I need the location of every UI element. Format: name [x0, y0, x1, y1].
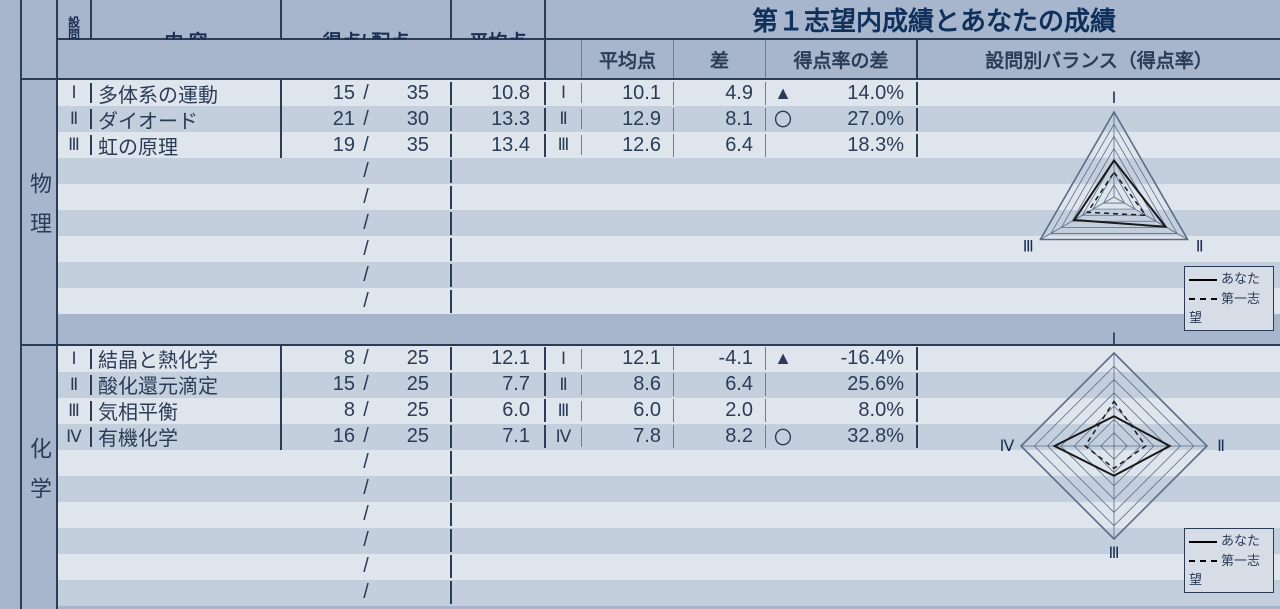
subject-label-chemistry: 化学	[22, 346, 56, 609]
cell-right-qno: Ⅲ	[546, 135, 582, 155]
cell-right-qno: Ⅱ	[546, 375, 582, 395]
cell-average: 7.7	[452, 373, 546, 396]
cell-rate-pct: 18.3%	[800, 134, 918, 157]
svg-text:Ⅲ: Ⅲ	[1108, 545, 1119, 562]
svg-text:Ⅲ: Ⅲ	[1023, 239, 1034, 256]
cell-average: 12.1	[452, 347, 546, 370]
legend-you: あなた	[1221, 271, 1260, 286]
cell-difference: -4.1	[674, 347, 766, 370]
cell-difference: 2.0	[674, 399, 766, 422]
cell-content: 酸化還元滴定	[92, 370, 282, 399]
header-rn-blank	[546, 40, 582, 78]
header-balance-chart: 設問別バランス（得点率）	[918, 40, 1280, 78]
subject-label-physics: 物理	[22, 80, 56, 346]
cell-score: /	[282, 160, 452, 183]
header-rate-difference: 得点率の差	[766, 40, 918, 78]
cell-score: /	[282, 529, 452, 552]
cell-score: /	[282, 477, 452, 500]
cell-difference: 6.4	[674, 373, 766, 396]
cell-qno: Ⅱ	[58, 375, 92, 395]
cell-score: 8/25	[282, 399, 452, 422]
cell-content: 虹の原理	[92, 131, 282, 160]
cell-content: 結晶と熱化学	[92, 344, 282, 373]
cell-average: 13.3	[452, 108, 546, 131]
cell-score: 21/30	[282, 108, 452, 131]
legend-you: あなた	[1221, 533, 1260, 548]
cell-rate-pct: 8.0%	[800, 399, 918, 422]
cell-score: 8/25	[282, 347, 452, 370]
cell-qno: Ⅰ	[58, 83, 92, 103]
header-right-average: 平均点	[582, 40, 674, 78]
cell-qno: Ⅰ	[58, 349, 92, 369]
svg-text:Ⅳ: Ⅳ	[1000, 438, 1015, 455]
cell-right-qno: Ⅳ	[546, 427, 582, 447]
data-row: /	[58, 580, 1280, 606]
cell-score: 19/35	[282, 134, 452, 157]
cell-difference: 6.4	[674, 134, 766, 157]
cell-score: 15/35	[282, 82, 452, 105]
header-row-2: 平均点 差 得点率の差 設問別バランス（得点率）	[58, 40, 1280, 80]
cell-qno: Ⅱ	[58, 109, 92, 129]
cell-mark-icon: 〇	[766, 106, 800, 132]
cell-content: 多体系の運動	[92, 79, 282, 108]
cell-mark-icon: 〇	[766, 424, 800, 450]
chart-legend: あなた第一志望	[1184, 528, 1274, 593]
cell-score: 16/25	[282, 425, 452, 448]
svg-text:Ⅱ: Ⅱ	[1196, 239, 1204, 256]
banner-title: 第１志望内成績とあなたの成績	[548, 0, 1280, 40]
cell-difference: 8.2	[674, 425, 766, 448]
cell-right-average: 7.8	[582, 425, 674, 448]
cell-average: 7.1	[452, 425, 546, 448]
cell-score: /	[282, 212, 452, 235]
cell-score: 15/25	[282, 373, 452, 396]
svg-text:Ⅰ: Ⅰ	[1112, 90, 1117, 107]
cell-score: /	[282, 238, 452, 261]
cell-rate-pct: -16.4%	[800, 347, 918, 370]
cell-rate-pct: 27.0%	[800, 108, 918, 131]
cell-mark-icon: ▲	[766, 83, 800, 104]
subject-label-column: 物理 化学	[22, 0, 58, 609]
cell-content: ダイオード	[92, 105, 282, 134]
cell-mark-icon: ▲	[766, 348, 800, 369]
cell-right-qno: Ⅱ	[546, 109, 582, 129]
cell-score: /	[282, 581, 452, 604]
cell-right-average: 12.9	[582, 108, 674, 131]
cell-right-qno: Ⅲ	[546, 401, 582, 421]
cell-qno: Ⅲ	[58, 401, 92, 421]
cell-average: 6.0	[452, 399, 546, 422]
cell-right-qno: Ⅰ	[546, 83, 582, 103]
cell-score: /	[282, 264, 452, 287]
cell-right-average: 8.6	[582, 373, 674, 396]
svg-text:Ⅱ: Ⅱ	[1217, 438, 1225, 455]
cell-score: /	[282, 503, 452, 526]
cell-right-average: 10.1	[582, 82, 674, 105]
cell-difference: 4.9	[674, 82, 766, 105]
header-difference: 差	[674, 40, 766, 78]
cell-right-average: 6.0	[582, 399, 674, 422]
cell-qno: Ⅲ	[58, 135, 92, 155]
cell-score: /	[282, 451, 452, 474]
cell-score: /	[282, 186, 452, 209]
cell-score: /	[282, 290, 452, 313]
cell-qno: Ⅳ	[58, 427, 92, 447]
cell-content: 有機化学	[92, 422, 282, 451]
cell-right-average: 12.1	[582, 347, 674, 370]
left-gutter	[0, 0, 22, 609]
cell-right-average: 12.6	[582, 134, 674, 157]
cell-average: 10.8	[452, 82, 546, 105]
cell-content: 気相平衡	[92, 396, 282, 425]
cell-average: 13.4	[452, 134, 546, 157]
cell-rate-pct: 32.8%	[800, 425, 918, 448]
cell-right-qno: Ⅰ	[546, 349, 582, 369]
cell-rate-pct: 25.6%	[800, 373, 918, 396]
svg-text:Ⅰ: Ⅰ	[1112, 331, 1117, 348]
cell-score: /	[282, 555, 452, 578]
cell-difference: 8.1	[674, 108, 766, 131]
cell-rate-pct: 14.0%	[800, 82, 918, 105]
legend-choice: 第一志望	[1189, 553, 1260, 588]
